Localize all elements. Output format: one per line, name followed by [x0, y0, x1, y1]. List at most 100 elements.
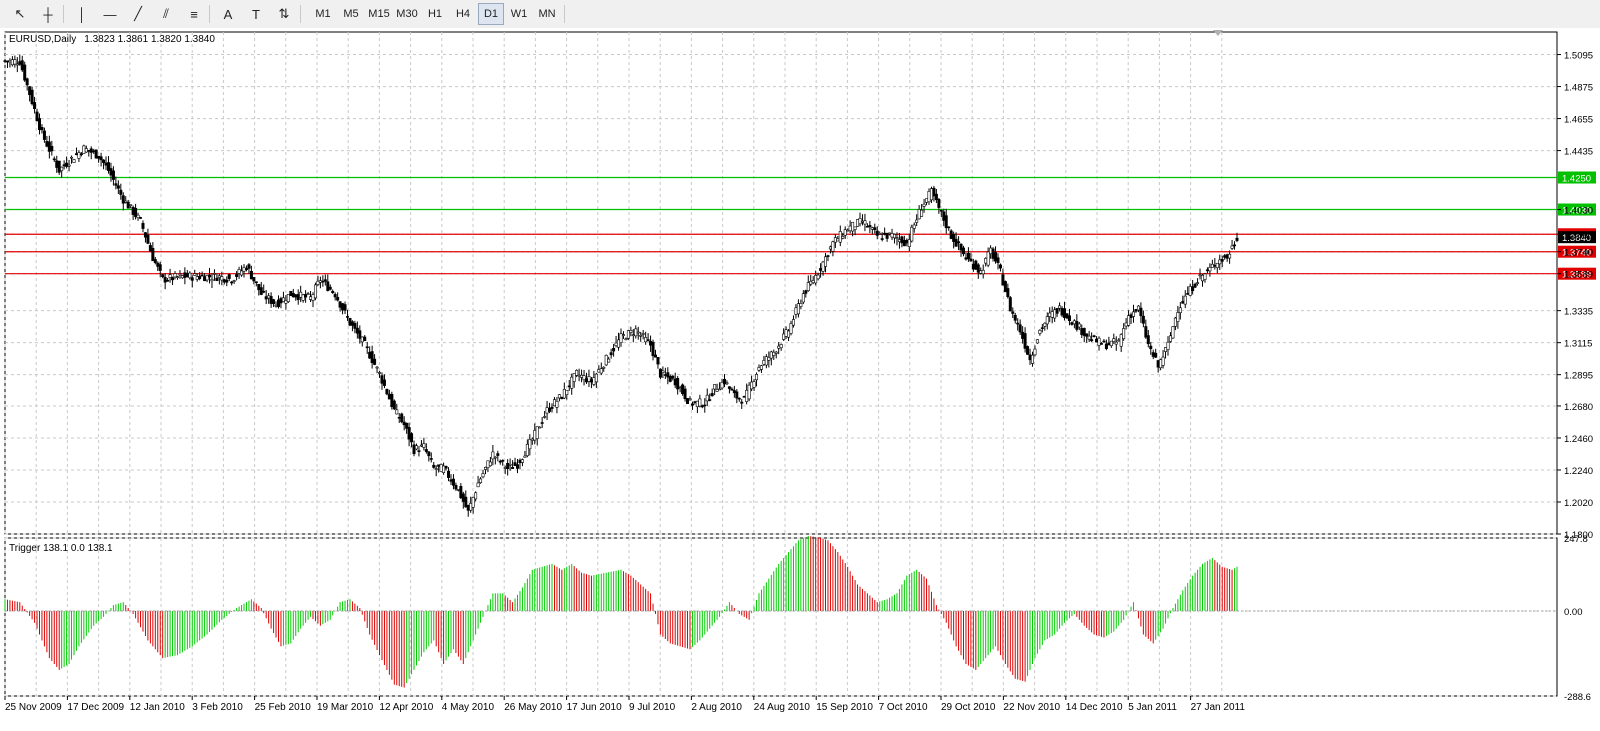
candle-body	[353, 323, 357, 329]
candle-body	[269, 296, 273, 304]
candle-body	[114, 183, 118, 186]
candle-body	[686, 398, 690, 405]
candle-body	[897, 239, 901, 243]
candle-body	[525, 443, 529, 457]
candle-body	[459, 486, 463, 499]
candle-body	[350, 321, 354, 326]
timeframe-m1-button[interactable]: M1	[315, 8, 331, 20]
candle-body	[959, 243, 963, 251]
candle-body	[456, 489, 460, 491]
candle-body	[819, 268, 823, 271]
chart-shift-marker-icon[interactable]	[1213, 30, 1223, 36]
candle-body	[708, 399, 712, 401]
candle-body	[952, 234, 956, 242]
candle-body	[1011, 311, 1015, 314]
candle-body	[799, 303, 803, 307]
timeframe-m30-button[interactable]: M30	[396, 8, 418, 20]
candle-body	[449, 479, 453, 482]
candle-body	[1228, 253, 1232, 259]
candle-body	[338, 301, 342, 308]
candle-body	[545, 407, 549, 414]
fibonacci-icon[interactable]: ≡	[190, 6, 198, 22]
candle-body	[328, 286, 332, 290]
candle-body	[1063, 308, 1067, 318]
candle-body	[1028, 354, 1032, 361]
candle-body	[836, 238, 840, 242]
candle-body	[432, 464, 436, 468]
crosshair-icon[interactable]: ┼	[43, 6, 53, 22]
timeframe-h1-button[interactable]: H1	[427, 8, 443, 20]
candle-body	[543, 416, 547, 418]
candle-body	[279, 298, 283, 304]
level-price-tag	[1558, 203, 1596, 216]
x-tick-label: 4 May 2010	[442, 702, 495, 713]
level-price-tag	[1558, 267, 1596, 280]
candle-body	[710, 393, 714, 397]
text-label-icon[interactable]: T	[252, 6, 260, 22]
candle-body	[259, 287, 263, 295]
candle-body	[678, 387, 682, 389]
candle-body	[1215, 262, 1219, 268]
candle-body	[1058, 305, 1062, 309]
current-price-tag	[1558, 231, 1596, 244]
y-tick-label: 1.2020	[1564, 498, 1593, 509]
candle-body	[974, 260, 978, 270]
candle-body	[789, 323, 793, 334]
x-tick-label: 29 Oct 2010	[941, 702, 996, 713]
timeframe-mn-button[interactable]: MN	[538, 8, 556, 20]
candle-body	[895, 237, 899, 239]
candle-body	[365, 346, 369, 349]
candle-body	[947, 226, 951, 229]
candle-body	[5, 60, 9, 63]
candle-body	[979, 270, 983, 274]
candle-body	[301, 294, 305, 301]
y-tick-label: 1.2240	[1564, 466, 1593, 477]
timeframe-m5-button[interactable]: M5	[343, 8, 359, 20]
candle-body	[363, 336, 367, 341]
candle-body	[412, 444, 416, 455]
candle-body	[55, 160, 59, 168]
text-icon[interactable]: A	[223, 6, 233, 22]
candle-body	[1048, 312, 1052, 317]
candle-body	[1198, 274, 1202, 277]
y-tick-label: 1.5095	[1564, 51, 1593, 62]
candle-body	[592, 377, 596, 385]
x-tick-label: 7 Oct 2010	[879, 702, 928, 713]
candle-body	[961, 247, 965, 255]
trendline-icon[interactable]: ╱	[134, 6, 142, 21]
cursor-icon[interactable]: ↖	[14, 6, 26, 21]
candle-body	[501, 460, 505, 462]
candle-body	[893, 234, 897, 239]
candle-body	[575, 370, 579, 376]
horizontal-line-icon[interactable]: —	[103, 6, 117, 22]
candle-body	[826, 255, 830, 257]
timeframe-w1-button[interactable]: W1	[510, 8, 528, 20]
vertical-line-icon[interactable]: │	[77, 6, 87, 22]
candle-body	[513, 462, 517, 466]
candle-body	[1030, 354, 1034, 364]
timeframe-h4-button[interactable]: H4	[455, 8, 471, 20]
candle-body	[653, 354, 657, 358]
candle-body	[252, 277, 256, 282]
candle-body	[1065, 313, 1069, 319]
candle-body	[814, 275, 818, 284]
equidistant-channel-icon[interactable]: ⫽	[163, 6, 169, 21]
candle-body	[508, 464, 512, 466]
candle-body	[570, 376, 574, 389]
candle-body	[1235, 237, 1239, 241]
candle-body	[321, 280, 325, 283]
arrows-icon[interactable]: ⇅	[278, 6, 290, 21]
candle-body	[434, 468, 438, 470]
candle-body	[203, 276, 207, 282]
price-chart-area[interactable]: 1.4250 1.4030 1.3860 1.3740 1.3589 1.3840 25 …	[0, 28, 1600, 731]
candle-body	[447, 470, 451, 478]
y-tick-label: 1.2680	[1564, 402, 1593, 413]
timeframe-d1-button[interactable]: D1	[478, 3, 504, 25]
timeframe-m15-button[interactable]: M15	[368, 8, 390, 20]
candle-body	[535, 426, 539, 439]
candle-body	[1097, 337, 1101, 346]
candle-body	[205, 275, 209, 281]
candle-body	[745, 390, 749, 402]
candle-body	[82, 145, 86, 154]
current-price-label: 1.3840	[1562, 233, 1591, 244]
